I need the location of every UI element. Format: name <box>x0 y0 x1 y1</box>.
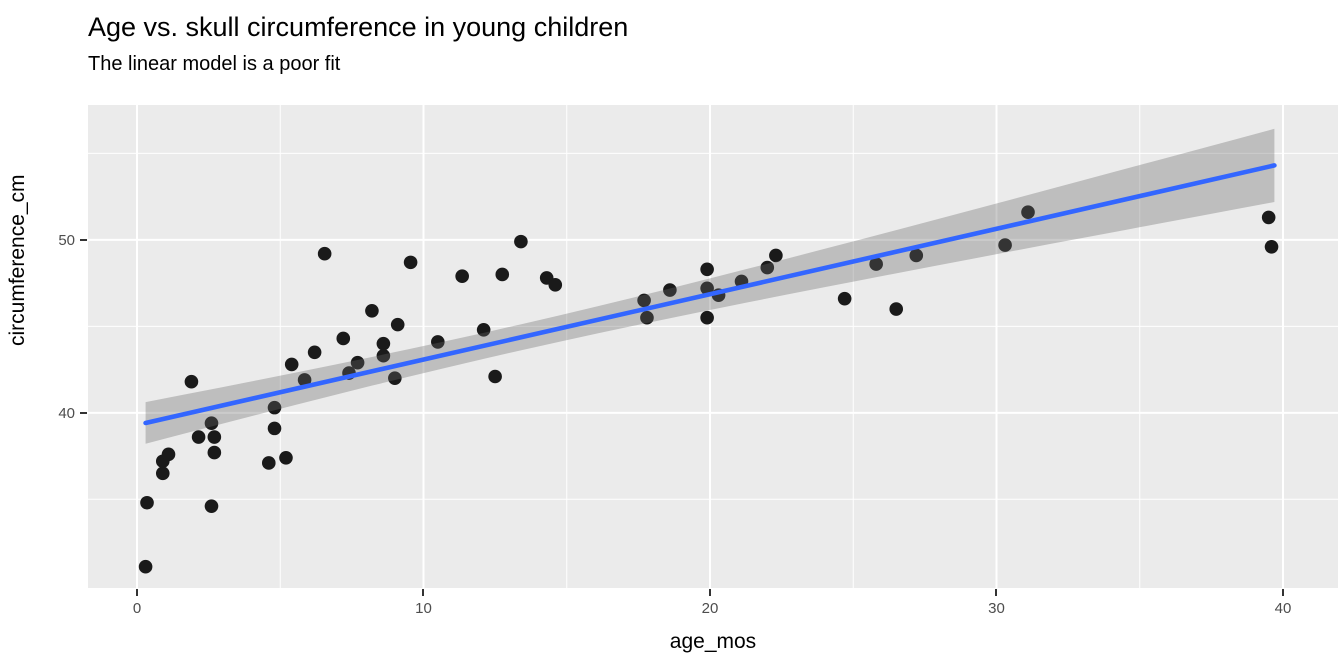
y-tick-mark <box>80 238 87 241</box>
x-tick-label: 0 <box>132 600 142 617</box>
data-point <box>390 317 405 332</box>
confidence-band <box>145 128 1275 444</box>
data-point <box>431 335 445 349</box>
data-point <box>267 400 282 415</box>
data-point <box>365 303 379 318</box>
data-point <box>403 255 418 270</box>
data-point <box>155 466 170 481</box>
data-point <box>204 499 219 514</box>
data-point <box>700 262 714 277</box>
data-point <box>514 234 528 249</box>
data-point <box>297 373 312 387</box>
data-point <box>161 447 176 462</box>
regression-line <box>143 163 1277 426</box>
x-axis-title: age_mos <box>669 630 757 653</box>
data-point <box>317 246 332 261</box>
data-point <box>267 421 282 436</box>
data-point <box>488 369 502 384</box>
chart-title: Age vs. skull circumference in young chi… <box>88 12 629 42</box>
data-point <box>455 269 469 284</box>
data-point <box>889 302 904 316</box>
data-point <box>376 336 391 351</box>
data-point <box>388 371 402 386</box>
data-point <box>284 357 299 372</box>
x-tick-label: 40 <box>1274 600 1292 617</box>
data-point <box>495 267 510 282</box>
x-tick-label: 10 <box>415 600 432 617</box>
data-point <box>998 238 1012 252</box>
x-tick-mark <box>995 589 998 596</box>
data-point <box>191 430 206 444</box>
y-axis-title-text: circumference_cm <box>6 174 29 346</box>
x-tick-label: 20 <box>701 600 719 617</box>
data-point <box>548 278 563 292</box>
data-point <box>279 450 293 465</box>
data-point <box>207 430 222 444</box>
data-point <box>1264 240 1279 254</box>
chart-subtitle: The linear model is a poor fit <box>88 53 341 75</box>
data-point <box>140 495 154 510</box>
data-point <box>1261 210 1276 225</box>
data-point <box>637 293 651 308</box>
data-point <box>376 348 391 363</box>
data-point <box>207 445 222 460</box>
data-point <box>350 355 365 370</box>
x-tick-mark <box>135 589 138 596</box>
data-point <box>700 310 714 325</box>
data-point <box>769 248 783 263</box>
x-tick-mark <box>422 589 425 596</box>
plot-panel <box>88 105 1338 588</box>
data-point <box>261 456 276 470</box>
data-point <box>760 260 775 275</box>
data-point <box>1021 205 1035 220</box>
data-point <box>336 331 351 346</box>
data-point <box>476 323 491 337</box>
y-tick-label: 40 <box>58 404 75 422</box>
data-point <box>138 559 153 574</box>
data-point <box>663 283 677 297</box>
data-point <box>204 416 219 430</box>
data-point <box>869 257 883 271</box>
x-tick-mark <box>708 589 711 596</box>
data-point <box>909 248 924 263</box>
x-tick-label: 30 <box>988 600 1005 617</box>
y-tick-mark <box>80 411 87 414</box>
x-tick-mark <box>1281 589 1284 596</box>
chart-canvas <box>88 105 1338 588</box>
data-point <box>837 291 852 306</box>
data-point <box>184 374 199 389</box>
y-tick-label: 50 <box>58 231 75 249</box>
data-point <box>640 310 654 325</box>
data-point <box>307 345 322 360</box>
